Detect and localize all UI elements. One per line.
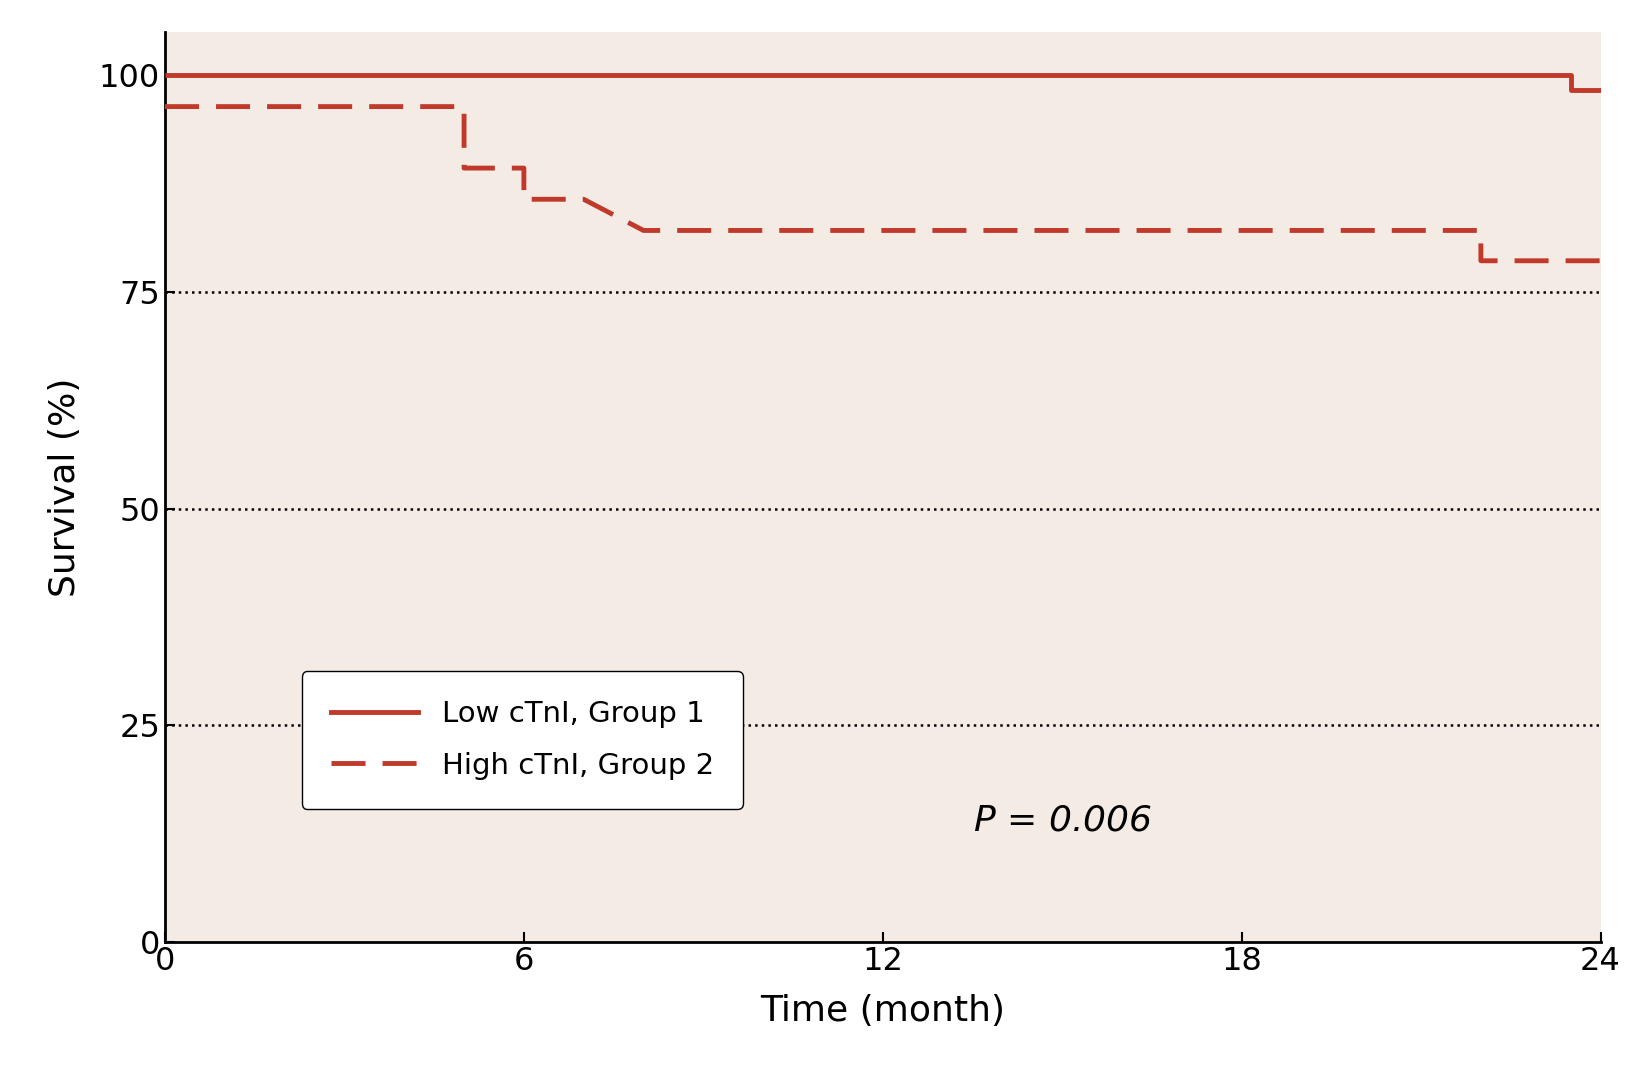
X-axis label: Time (month): Time (month) <box>761 994 1005 1028</box>
Y-axis label: Survival (%): Survival (%) <box>48 377 82 597</box>
Text: $P$ = 0.006: $P$ = 0.006 <box>974 804 1152 838</box>
Legend: Low cTnI, Group 1, High cTnI, Group 2: Low cTnI, Group 1, High cTnI, Group 2 <box>302 671 742 809</box>
